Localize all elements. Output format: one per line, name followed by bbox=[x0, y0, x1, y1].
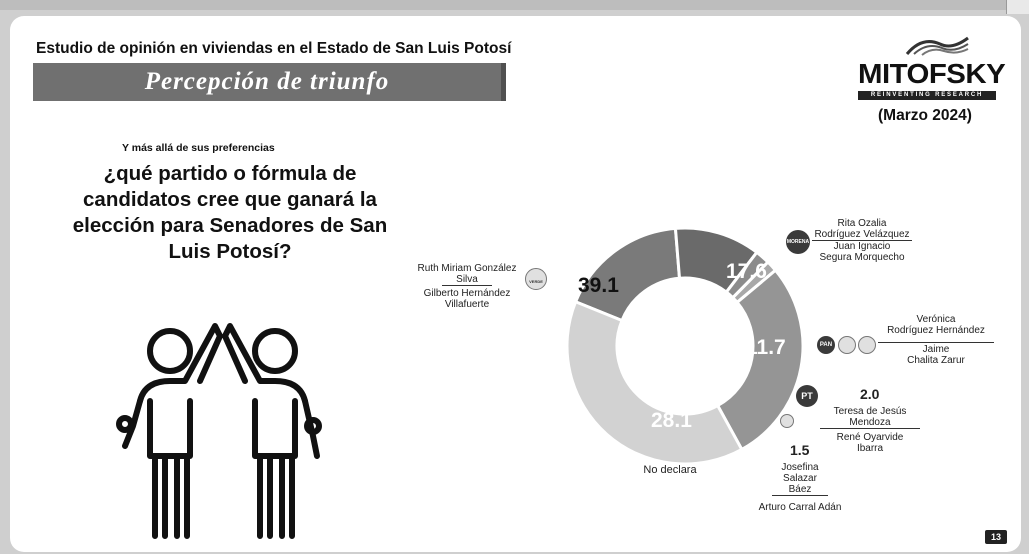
data-label-morena: 17.6 bbox=[726, 260, 767, 283]
banner-title: Percepción de triunfo bbox=[144, 68, 390, 95]
candidate-name: Ruth Miriam González bbox=[417, 263, 517, 274]
candidate-name: Segura Morquecho bbox=[819, 252, 905, 263]
top-bar bbox=[0, 0, 1029, 10]
candidate-name: Rodríguez Hernández bbox=[878, 325, 994, 343]
data-label-pan: 11.7 bbox=[746, 336, 786, 359]
morena-logo-icon: MORENA bbox=[786, 230, 810, 254]
candidate-name: Arturo Carral Adán bbox=[758, 502, 842, 513]
candidate-name: Teresa de Jesús bbox=[833, 406, 907, 417]
data-label-mc: 1.5 bbox=[790, 442, 810, 458]
candidate-name: Villafuerte bbox=[444, 299, 490, 310]
candidate-name: Salazar Báez bbox=[772, 473, 828, 496]
candidate-name: Gilberto Hernández bbox=[423, 288, 511, 299]
data-label-pt: 2.0 bbox=[860, 386, 880, 402]
study-subtitle: Estudio de opinión en viviendas en el Es… bbox=[36, 40, 512, 57]
prd-logo-icon bbox=[858, 336, 876, 354]
verde-candidates: Ruth Miriam González Silva Gilberto Hern… bbox=[408, 263, 526, 310]
candidate-name: Rita Ozalia bbox=[837, 218, 887, 229]
brand-name: MITOFSKY bbox=[858, 58, 1006, 89]
donut-slice-no-declara bbox=[715, 268, 805, 452]
candidate-name: Juan Ignacio bbox=[833, 241, 891, 252]
morena-candidates: Rita Ozalia Rodríguez Velázquez Juan Ign… bbox=[812, 218, 912, 263]
candidate-name: Mendoza bbox=[820, 417, 920, 429]
no-declara-label: No declara bbox=[643, 464, 697, 476]
celebration-illustration bbox=[116, 323, 322, 539]
candidate-name: Jaime bbox=[922, 344, 950, 355]
candidate-name: Silva bbox=[442, 274, 492, 286]
mc-candidates: Josefina Salazar Báez Arturo Carral Adán bbox=[750, 462, 850, 513]
slide: Estudio de opinión en viviendas en el Es… bbox=[10, 16, 1021, 552]
pan-candidates: Verónica Rodríguez Hernández Jaime Chali… bbox=[878, 314, 994, 366]
pt-candidates: Teresa de Jesús Mendoza René Oyarvide Ib… bbox=[820, 406, 920, 454]
title-banner: Percepción de triunfo bbox=[33, 63, 506, 101]
brand-tagline: REINVENTING RESEARCH bbox=[858, 91, 996, 100]
pt-logo-icon: PT bbox=[796, 385, 818, 407]
page-number: 13 bbox=[985, 530, 1007, 544]
candidate-name: Josefina bbox=[781, 462, 819, 473]
survey-date: (Marzo 2024) bbox=[878, 107, 972, 124]
candidate-name: Verónica bbox=[916, 314, 956, 325]
data-label-no-declara: 28.1 bbox=[651, 409, 692, 432]
verde-logo-icon: VERDE bbox=[525, 268, 547, 290]
data-label-verde: 39.1 bbox=[578, 274, 619, 297]
pan-logo-icon: PAN bbox=[817, 336, 835, 354]
candidate-name: René Oyarvide bbox=[836, 432, 904, 443]
candidate-name: Ibarra bbox=[856, 443, 884, 454]
question-text: ¿qué partido o fórmula de candidatos cre… bbox=[72, 162, 388, 263]
donut-slice-verde bbox=[565, 299, 744, 466]
candidate-name: Rodríguez Velázquez bbox=[812, 229, 912, 241]
window-corner bbox=[1006, 0, 1029, 14]
question-kicker: Y más allá de sus preferencias bbox=[122, 142, 275, 154]
candidate-name: Chalita Zarur bbox=[907, 355, 965, 366]
mc-logo-icon bbox=[780, 414, 794, 428]
donut-chart bbox=[565, 226, 805, 466]
brand-logo: MITOFSKY REINVENTING RESEARCH bbox=[858, 34, 1008, 100]
flag-icon bbox=[905, 36, 969, 56]
pri-logo-icon bbox=[838, 336, 856, 354]
